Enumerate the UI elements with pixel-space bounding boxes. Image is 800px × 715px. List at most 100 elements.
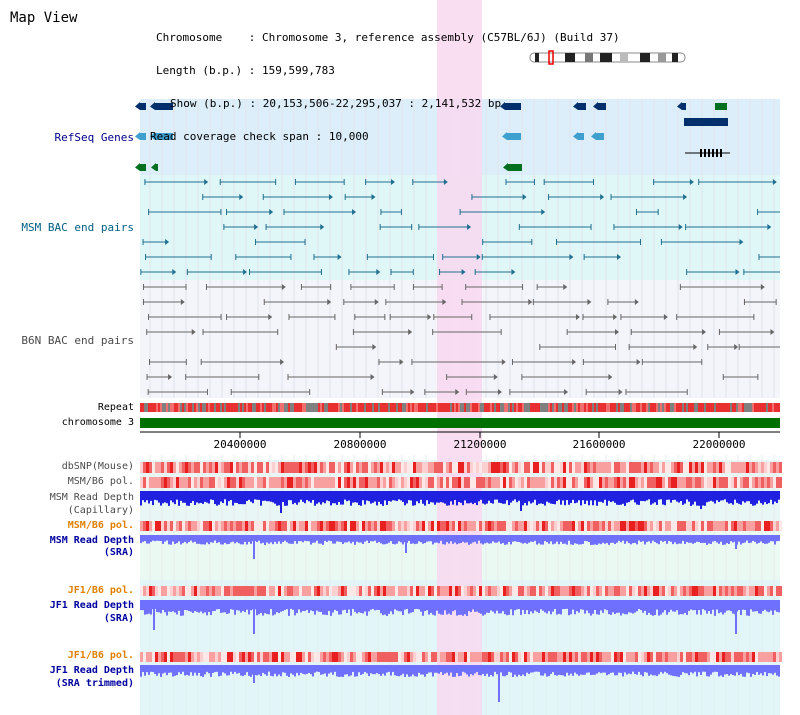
depth-bar [452,491,454,505]
depth-bar [160,535,162,542]
depth-bar [620,665,622,673]
depth-spike [253,600,255,634]
polymorphism-cell [764,586,767,596]
depth-bar [144,665,146,676]
depth-bar [480,665,482,676]
dbsnp-label[interactable]: dbSNP(Mouse) [61,461,134,472]
repeat-mark [648,403,650,412]
bac-end [587,299,592,305]
gene-glyph [596,133,604,140]
depth-bar [462,535,464,542]
polymorphism-cell [239,477,242,488]
jf1-b6-pol-trimmed-label[interactable]: JF1/B6 pol. [67,650,134,661]
polymorphism-cell [764,477,767,488]
depth-bar [464,491,466,501]
depth-bar [746,535,748,541]
polymorphism-cell [359,462,362,473]
depth-bar [540,535,542,545]
repeat-mark [446,403,448,412]
depth-bar [408,535,410,541]
depth-bar [774,535,776,545]
depth-bar [246,535,248,545]
polymorphism-cell [638,652,641,662]
msm-depth-capillary-label-1[interactable]: MSM Read Depth [49,492,134,503]
polymorphism-cell [716,477,719,488]
depth-bar [264,535,266,545]
polymorphism-cell [185,462,188,473]
depth-bar [248,535,250,542]
bac-end [269,209,274,215]
depth-bar [272,600,274,616]
depth-bar [314,535,316,543]
depth-bar [302,600,304,611]
depth-bar [718,535,720,544]
polymorphism-cell [152,652,155,662]
depth-bar [768,600,770,613]
polymorphism-cell [257,521,260,531]
depth-bar [476,665,478,673]
jf1-depth-sra-label-1[interactable]: JF1 Read Depth [49,600,134,611]
polymorphism-cell [215,521,218,531]
repeat-mark [534,403,536,412]
msm-b6-pol-sra-label[interactable]: MSM/B6 pol. [67,520,134,531]
polymorphism-cell [188,586,191,596]
polymorphism-cell [503,586,506,596]
jf1-depth-trimmed-label-1[interactable]: JF1 Read Depth [49,665,134,676]
depth-bar [584,491,586,504]
bac-end [370,374,375,380]
depth-bar [714,665,716,672]
polymorphism-cell [692,521,695,531]
polymorphism-cell [461,652,464,662]
repeat-mark [292,403,294,412]
repeat-mark [154,403,156,412]
bac-end [371,194,376,200]
polymorphism-cell [410,521,413,531]
depth-bar [532,535,534,542]
depth-bar [684,491,686,504]
msm-depth-sra-label-1[interactable]: MSM Read Depth [49,535,134,546]
depth-bar [344,665,346,675]
polymorphism-cell [341,652,344,662]
bac-end [528,299,533,305]
depth-bar [436,665,438,673]
polymorphism-cell [767,586,770,596]
depth-bar [416,600,418,609]
refseq-genes-label[interactable]: RefSeq Genes [54,131,134,144]
polymorphism-cell [158,521,161,531]
repeat-mark [236,403,238,412]
depth-bar [242,665,244,677]
depth-bar [776,491,778,504]
depth-bar [390,600,392,612]
polymorphism-cell [761,462,764,473]
polymorphism-cell [638,521,641,531]
depth-bar [378,491,380,502]
repeat-mark [640,403,642,412]
polymorphism-cell [317,652,320,662]
msm-bac-label[interactable]: MSM BAC end pairs [21,221,134,234]
repeat-mark [604,403,606,412]
repeat-mark [156,403,158,412]
polymorphism-cell [695,652,698,662]
polymorphism-cell [416,521,419,531]
repeat-mark [612,403,614,412]
polymorphism-cell [704,521,707,531]
polymorphism-cell [527,521,530,531]
depth-bar [384,535,386,545]
depth-bar [590,665,592,676]
repeat-mark [286,403,288,412]
msm-b6-pol-capillary-label[interactable]: MSM/B6 pol. [67,476,134,487]
b6n-bac-label[interactable]: B6N BAC end pairs [21,334,134,347]
depth-bar [534,665,536,672]
polymorphism-cell [272,652,275,662]
depth-bar [376,535,378,543]
depth-bar [258,535,260,541]
jf1-b6-pol-sra-label[interactable]: JF1/B6 pol. [67,585,134,596]
polymorphism-cell [152,586,155,596]
polymorphism-cell [248,586,251,596]
polymorphism-cell [227,521,230,531]
polymorphism-cell [164,652,167,662]
depth-bar [414,491,416,506]
depth-bar [452,600,454,612]
polymorphism-cell [167,521,170,531]
